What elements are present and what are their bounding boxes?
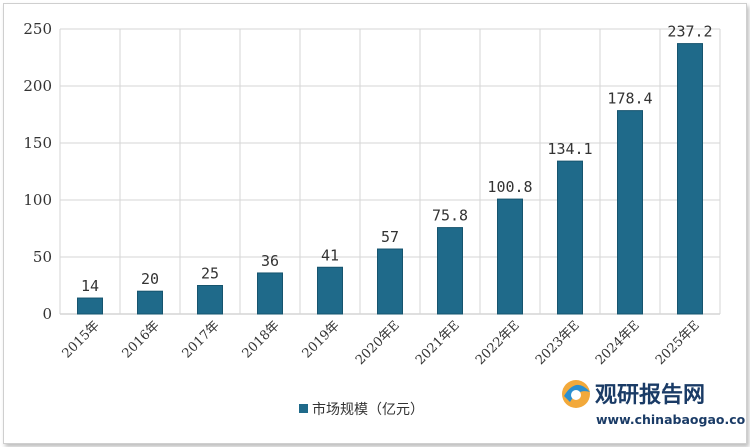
legend: 市场规模（亿元） bbox=[299, 401, 424, 418]
bar bbox=[437, 227, 463, 315]
data-label: 237.2 bbox=[667, 23, 712, 41]
x-axis-ticks: 2015年 2016年 2017年 2018年 2019年 2020年E 2021年E 202… bbox=[60, 318, 703, 368]
data-label: 14 bbox=[81, 277, 99, 295]
data-label: 20 bbox=[141, 270, 159, 288]
x-tick-label: 2019年 bbox=[300, 318, 343, 361]
x-tick-label: 2018年 bbox=[240, 318, 283, 361]
data-label: 75.8 bbox=[432, 207, 468, 225]
y-tick-label: 250 bbox=[23, 20, 52, 38]
bar bbox=[497, 198, 523, 315]
bar bbox=[557, 160, 583, 315]
bar bbox=[317, 266, 343, 315]
bar-chart: 0 50 100 150 200 250 14 20 25 36 41 57 75.8 100.8 134… bbox=[23, 20, 746, 427]
x-tick-label: 2016年 bbox=[120, 318, 163, 361]
data-label: 100.8 bbox=[487, 178, 532, 196]
watermark-brand: 观研报告网 bbox=[595, 383, 705, 408]
data-label: 178.4 bbox=[607, 90, 652, 108]
y-tick-label: 0 bbox=[42, 305, 52, 323]
data-label: 36 bbox=[261, 252, 279, 270]
x-tick-label: 2015年 bbox=[60, 318, 103, 361]
bar bbox=[137, 290, 163, 315]
data-label: 134.1 bbox=[547, 140, 592, 158]
y-axis-ticks: 0 50 100 150 200 250 bbox=[23, 20, 52, 323]
x-tick-label: 2023年E bbox=[533, 318, 583, 368]
x-tick-label: 2020年E bbox=[353, 318, 403, 368]
watermark-url: www.chinabaogao.com bbox=[596, 412, 746, 427]
x-tick-label: 2021年E bbox=[413, 318, 463, 368]
y-tick-label: 150 bbox=[23, 134, 52, 152]
data-labels: 14 20 25 36 41 57 75.8 100.8 134.1 178.4 237.2 bbox=[81, 23, 713, 295]
data-label: 25 bbox=[201, 265, 219, 283]
chinabaogao-logo-icon bbox=[562, 380, 590, 408]
y-tick-label: 200 bbox=[23, 77, 52, 95]
y-tick-label: 100 bbox=[23, 191, 52, 209]
bars bbox=[77, 43, 703, 315]
chart-frame: 0 50 100 150 200 250 14 20 25 36 41 57 75.8 100.8 134… bbox=[3, 3, 747, 444]
data-label: 41 bbox=[321, 246, 339, 264]
gridlines bbox=[59, 28, 721, 315]
bar bbox=[377, 248, 403, 315]
y-tick-label: 50 bbox=[33, 248, 52, 266]
bar bbox=[197, 285, 223, 315]
x-tick-label: 2017年 bbox=[180, 318, 223, 361]
x-tick-label: 2025年E bbox=[653, 318, 703, 368]
bar bbox=[77, 297, 103, 315]
x-tick-label: 2022年E bbox=[473, 318, 523, 368]
legend-label: 市场规模（亿元） bbox=[312, 401, 424, 418]
bar bbox=[617, 110, 643, 315]
bar bbox=[257, 272, 283, 315]
legend-swatch bbox=[299, 404, 308, 413]
bar bbox=[677, 43, 703, 315]
data-label: 57 bbox=[381, 228, 399, 246]
watermark: 观研报告网 www.chinabaogao.com bbox=[562, 380, 746, 427]
x-tick-label: 2024年E bbox=[593, 318, 643, 368]
